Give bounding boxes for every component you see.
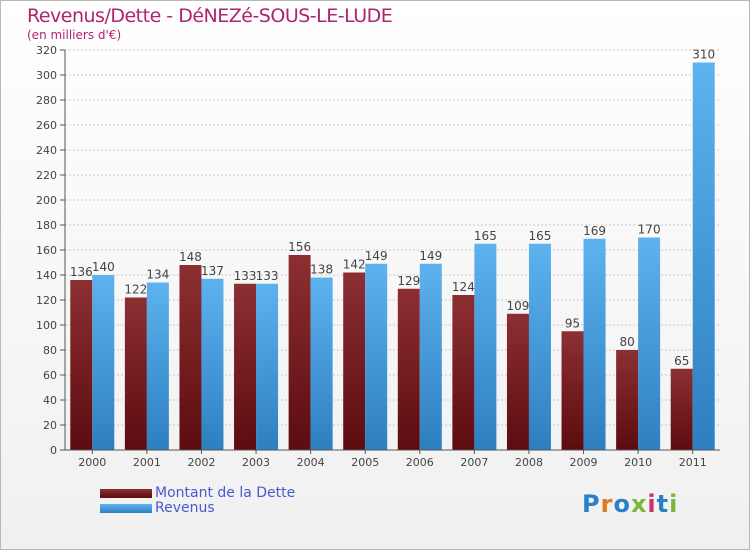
- data-label: 65: [674, 354, 689, 368]
- x-tick-label: 2002: [187, 456, 215, 469]
- x-tick-label: 2005: [351, 456, 379, 469]
- x-tick-label: 2004: [297, 456, 325, 469]
- data-label: 134: [146, 268, 169, 282]
- data-label: 310: [692, 48, 715, 62]
- bar-dette: [179, 265, 202, 450]
- bar-dette: [452, 295, 475, 450]
- y-tick-label: 0: [50, 444, 57, 457]
- axes: 0 20 40 60 80 100 120 140 160 180 200 220 240 260 280 3…: [36, 44, 720, 469]
- bar-revenus: [528, 243, 551, 450]
- logo-letter: i: [647, 490, 657, 518]
- data-label: 169: [583, 224, 606, 238]
- y-tick-label: 220: [36, 169, 57, 182]
- y-tick-label: 40: [43, 394, 57, 407]
- legend-swatch-dette: [100, 489, 152, 498]
- data-label: 156: [288, 240, 311, 254]
- y-tick-label: 260: [36, 119, 57, 132]
- legend-swatch-revenus: [100, 504, 152, 513]
- logo-letter: r: [600, 490, 614, 518]
- bar-revenus: [419, 263, 442, 450]
- y-tick-label: 120: [36, 294, 57, 307]
- data-label: 136: [70, 265, 93, 279]
- data-label: 133: [256, 269, 279, 283]
- data-label: 138: [310, 263, 333, 277]
- chart-title: Revenus/Dette - DéNEZé-SOUS-LE-LUDE: [27, 5, 393, 27]
- bar-revenus: [256, 283, 279, 450]
- x-tick-label: 2009: [570, 456, 598, 469]
- data-label: 142: [343, 258, 366, 272]
- bar-dette: [234, 283, 257, 450]
- data-label: 165: [474, 229, 497, 243]
- bar-revenus: [146, 282, 169, 450]
- x-tick-label: 2000: [78, 456, 106, 469]
- chart-subtitle: (en milliers d'€): [27, 28, 122, 42]
- bar-revenus: [638, 237, 661, 450]
- bar-dette: [288, 255, 311, 450]
- y-tick-label: 80: [43, 344, 57, 357]
- y-tick-label: 280: [36, 94, 57, 107]
- y-tick-label: 140: [36, 269, 57, 282]
- proxiti-logo: Proxiti: [582, 490, 678, 518]
- data-label: 149: [419, 249, 442, 263]
- x-tick-label: 2006: [406, 456, 434, 469]
- x-tick-label: 2001: [133, 456, 161, 469]
- bar-dette: [397, 288, 420, 450]
- data-label: 133: [234, 269, 257, 283]
- x-tick-label: 2003: [242, 456, 270, 469]
- data-label: 95: [565, 316, 580, 330]
- logo-letter: x: [630, 490, 648, 518]
- bar-revenus: [583, 238, 606, 450]
- y-tick-label: 200: [36, 194, 57, 207]
- data-label: 122: [124, 283, 147, 297]
- x-tick-label: 2010: [624, 456, 652, 469]
- data-label: 165: [529, 229, 552, 243]
- bar-dette: [561, 331, 584, 450]
- y-tick-label: 100: [36, 319, 57, 332]
- y-tick-label: 300: [36, 69, 57, 82]
- bar-revenus: [92, 275, 115, 450]
- y-tick-label: 320: [36, 44, 57, 57]
- data-label: 137: [201, 264, 224, 278]
- data-label: 148: [179, 250, 202, 264]
- bar-dette: [124, 297, 147, 450]
- logo-letter: P: [582, 490, 601, 518]
- data-label: 140: [92, 260, 115, 274]
- legend-label-revenus: Revenus: [155, 500, 215, 516]
- data-label: 149: [365, 249, 388, 263]
- bars: [70, 62, 715, 450]
- bar-revenus: [692, 62, 715, 450]
- y-tick-label: 160: [36, 244, 57, 257]
- bar-revenus: [201, 278, 224, 450]
- bar-dette: [70, 280, 93, 450]
- data-label: 129: [397, 274, 420, 288]
- bar-dette: [506, 313, 529, 450]
- grid-lines: [65, 49, 720, 451]
- bar-revenus: [474, 243, 497, 450]
- logo-letter: i: [669, 490, 679, 518]
- bar-revenus: [310, 277, 333, 450]
- data-label: 109: [507, 299, 530, 313]
- legend-label-dette: Montant de la Dette: [155, 485, 296, 501]
- y-tick-label: 20: [43, 419, 57, 432]
- y-tick-label: 180: [36, 219, 57, 232]
- data-label: 80: [619, 335, 634, 349]
- bar-revenus: [365, 263, 388, 450]
- logo-letter: t: [656, 490, 670, 518]
- x-tick-label: 2011: [679, 456, 707, 469]
- logo-letter: o: [613, 490, 631, 518]
- data-label: 170: [638, 223, 661, 237]
- bar-dette: [343, 272, 366, 450]
- bar-dette: [616, 350, 639, 450]
- y-tick-label: 240: [36, 144, 57, 157]
- y-tick-label: 60: [43, 369, 57, 382]
- data-label: 124: [452, 280, 475, 294]
- x-tick-label: 2007: [460, 456, 488, 469]
- x-tick-label: 2008: [515, 456, 543, 469]
- bar-dette: [670, 368, 693, 450]
